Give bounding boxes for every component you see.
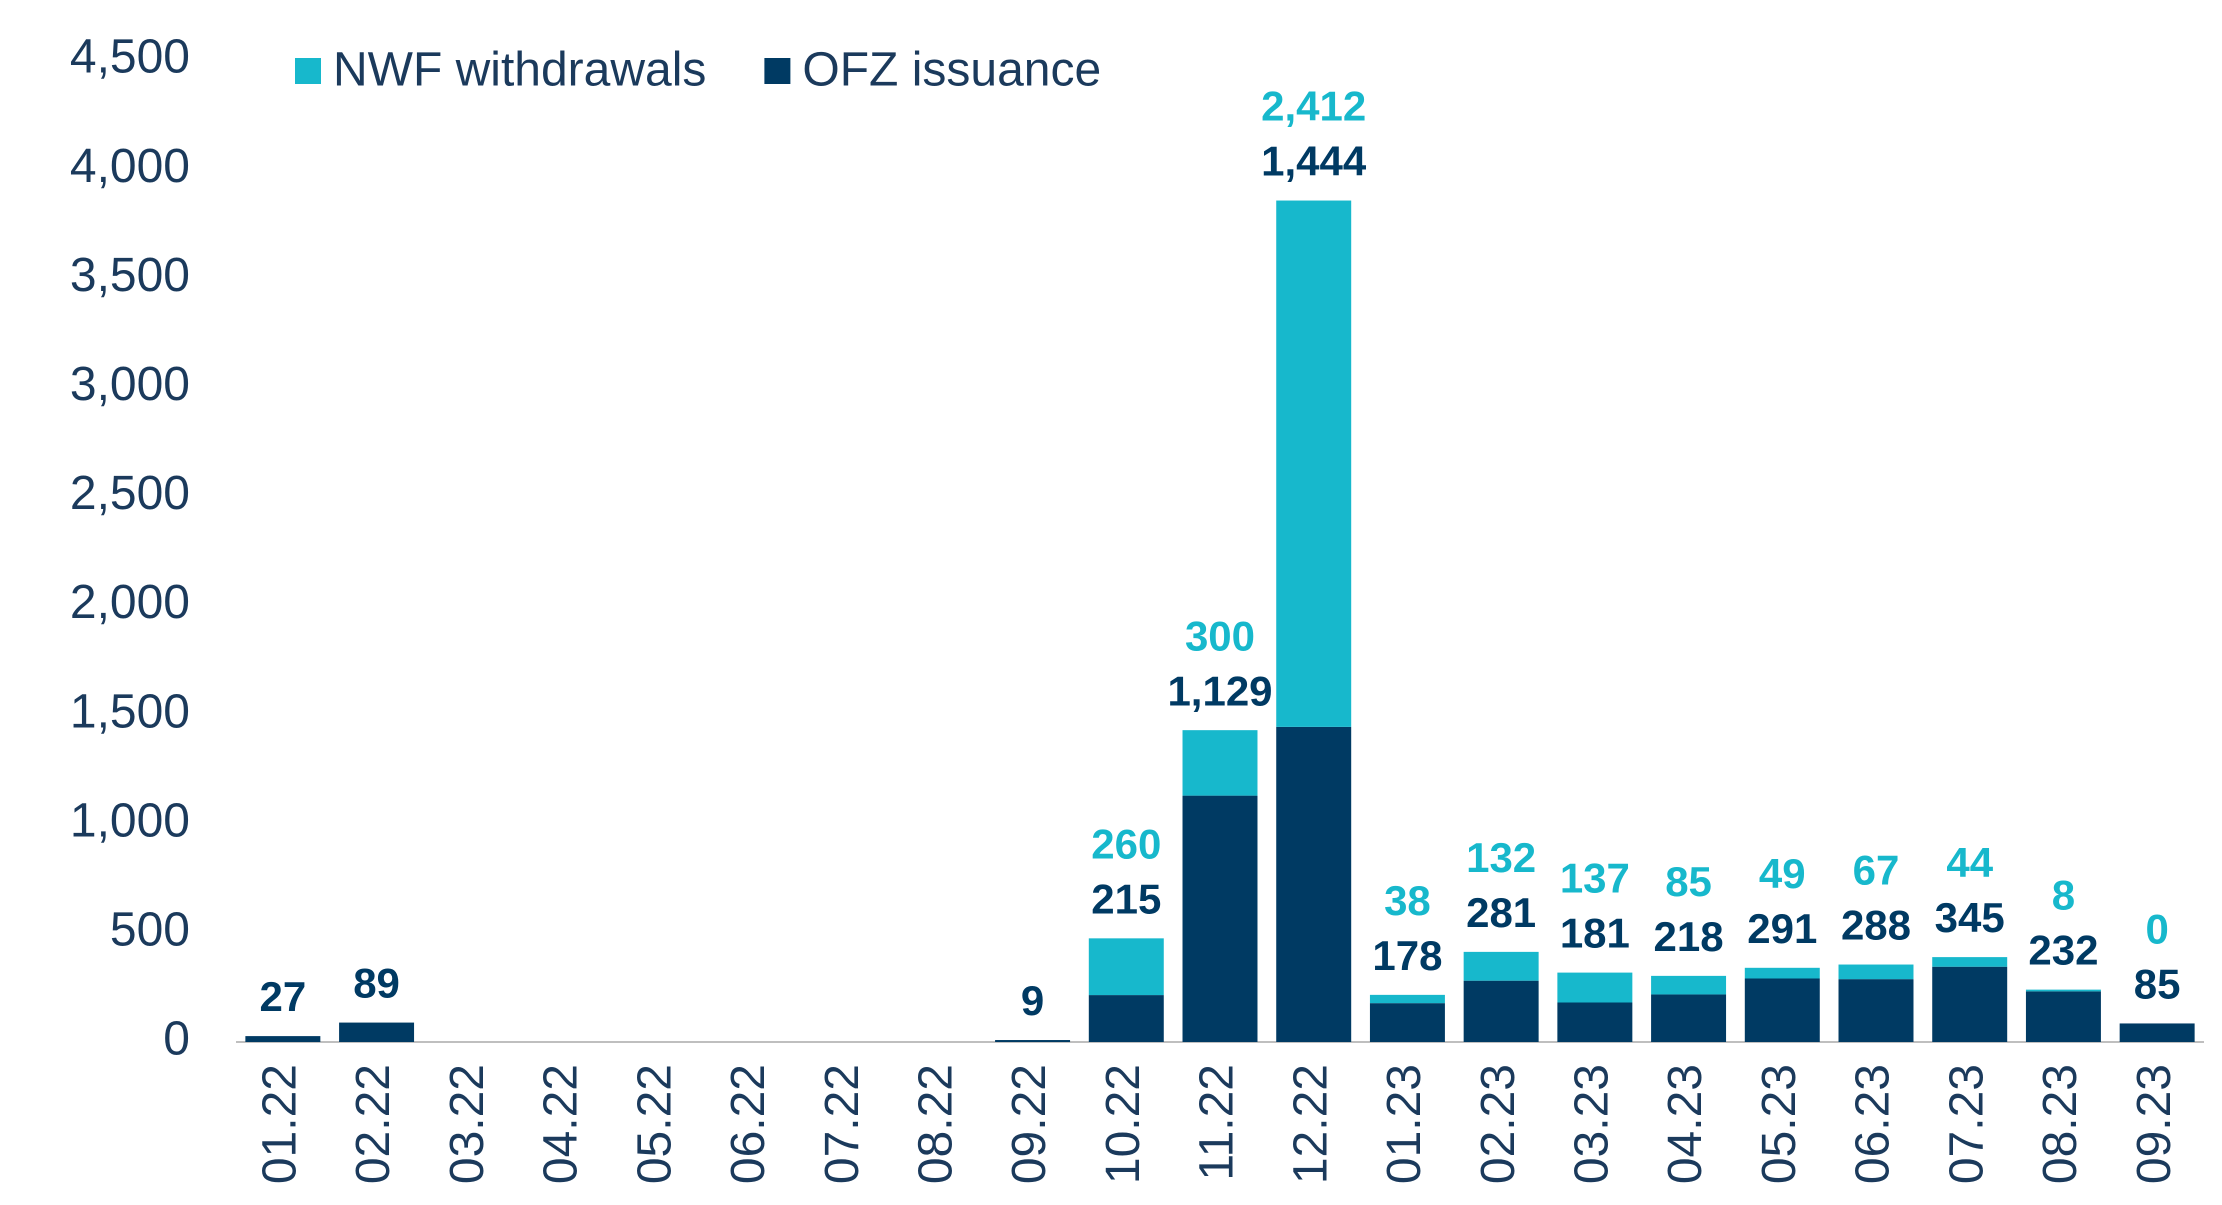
- data-label: 281: [1466, 889, 1536, 936]
- bar-segment: [1557, 972, 1633, 1003]
- x-tick-label: 08.23: [2034, 1064, 2087, 1184]
- legend-swatch: [764, 58, 791, 84]
- data-label: 137: [1560, 855, 1630, 902]
- bar-segment: [2025, 991, 2101, 1042]
- data-label: 181: [1560, 910, 1630, 957]
- data-label: 27: [259, 973, 306, 1020]
- bar-segment: [995, 1040, 1071, 1042]
- data-label: 300: [1185, 612, 1255, 659]
- bar-segment: [1369, 1003, 1445, 1042]
- data-label: 89: [353, 960, 400, 1007]
- bar-segment: [1838, 979, 1914, 1042]
- data-label: 1,444: [1261, 138, 1367, 185]
- x-tick-label: 07.23: [1940, 1064, 1993, 1184]
- y-tick-label: 1,500: [70, 685, 190, 738]
- bar-segment: [1182, 795, 1258, 1042]
- bar-segment: [1276, 726, 1352, 1042]
- legend-label: NWF withdrawals: [333, 44, 706, 97]
- x-tick-label: 06.22: [722, 1064, 775, 1184]
- x-tick-label: 03.23: [1566, 1064, 1619, 1184]
- y-tick-label: 4,500: [70, 31, 190, 84]
- data-label: 49: [1759, 850, 1806, 897]
- x-tick-label: 02.23: [1472, 1064, 1525, 1184]
- x-tick-label: 12.22: [1284, 1064, 1337, 1184]
- bar-segment: [1088, 995, 1164, 1042]
- legend-swatch: [295, 58, 321, 84]
- bar-segment: [1088, 938, 1164, 996]
- x-tick-label: 07.22: [816, 1064, 869, 1184]
- bar-segment: [1463, 951, 1539, 981]
- data-label: 132: [1466, 834, 1536, 881]
- data-label: 2,412: [1261, 83, 1366, 130]
- data-label: 0: [2145, 906, 2168, 953]
- y-tick-label: 3,000: [70, 358, 190, 411]
- legend-label: OFZ issuance: [802, 44, 1101, 97]
- data-label: 260: [1091, 820, 1161, 867]
- y-tick-label: 4,000: [70, 140, 190, 193]
- data-label: 232: [2028, 927, 2098, 974]
- x-tick-label: 09.22: [1003, 1064, 1056, 1184]
- x-tick-label: 05.22: [628, 1064, 681, 1184]
- x-tick-label: 05.23: [1753, 1064, 1806, 1184]
- data-label: 8: [2052, 872, 2075, 919]
- data-label: 85: [2134, 961, 2181, 1008]
- bar-segment: [1932, 957, 2008, 967]
- bar-segment: [1463, 980, 1539, 1042]
- x-tick-label: 09.23: [2128, 1064, 2181, 1184]
- bar-segment: [1182, 730, 1258, 796]
- y-tick-label: 2,500: [70, 467, 190, 520]
- data-label: 9: [1021, 977, 1044, 1024]
- bar-segment: [2119, 1023, 2195, 1042]
- bar-segment: [1276, 200, 1352, 727]
- data-label: 218: [1654, 913, 1724, 960]
- x-tick-label: 04.22: [535, 1064, 588, 1184]
- data-label: 85: [1665, 858, 1712, 905]
- bar-segment: [1651, 994, 1727, 1042]
- x-tick-label: 01.22: [254, 1064, 307, 1184]
- data-label: 345: [1935, 894, 2005, 941]
- data-label: 38: [1384, 877, 1431, 924]
- x-tick-label: 08.22: [910, 1064, 963, 1184]
- bar-segment: [1744, 978, 1820, 1042]
- x-tick-label: 02.22: [347, 1064, 400, 1184]
- data-label: 215: [1091, 875, 1161, 922]
- bar-segment: [1651, 975, 1727, 995]
- x-tick-label: 01.23: [1378, 1064, 1431, 1184]
- bar-segment: [1838, 964, 1914, 980]
- x-tick-label: 10.22: [1097, 1064, 1150, 1184]
- bar-segment: [245, 1036, 321, 1042]
- x-tick-label: 04.23: [1659, 1064, 1712, 1184]
- bar-segment: [1932, 966, 2008, 1042]
- data-label: 67: [1853, 847, 1900, 894]
- data-label: 291: [1747, 905, 1817, 952]
- y-tick-label: 0: [163, 1013, 190, 1066]
- bar-segment: [1369, 994, 1445, 1004]
- y-tick-label: 3,500: [70, 249, 190, 302]
- x-tick-label: 11.22: [1191, 1064, 1244, 1181]
- y-tick-label: 2,000: [70, 576, 190, 629]
- data-label: 288: [1841, 902, 1911, 949]
- bar-segment: [1557, 1002, 1633, 1042]
- data-label: 1,129: [1167, 667, 1272, 714]
- x-tick-label: 06.23: [1847, 1064, 1900, 1184]
- data-label: 44: [1946, 839, 1993, 886]
- bar-segment: [339, 1022, 415, 1042]
- y-tick-label: 1,000: [70, 794, 190, 847]
- x-tick-label: 03.22: [441, 1064, 494, 1184]
- y-tick-label: 500: [110, 904, 190, 957]
- bar-segment: [2025, 989, 2101, 992]
- bar-segment: [1744, 967, 1820, 979]
- data-label: 178: [1372, 932, 1442, 979]
